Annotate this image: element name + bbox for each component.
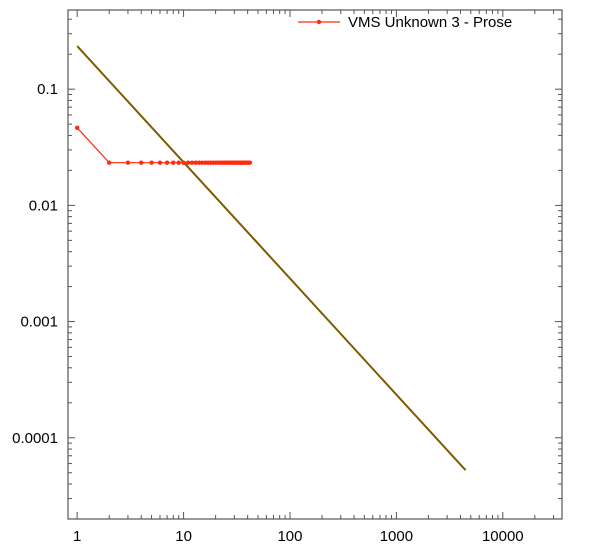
data-point (193, 160, 198, 165)
x-tick-labels: 1 10 100 1000 10000 (73, 528, 524, 545)
data-point (107, 160, 112, 165)
data-point (125, 160, 131, 165)
series-line-prose (76, 127, 250, 164)
data-point (189, 160, 195, 165)
data-point (247, 160, 253, 165)
data-point (196, 160, 202, 165)
y-tick-label: 0.1 (37, 81, 58, 98)
axis-ticks (68, 10, 562, 520)
y-tick-label: 0.001 (20, 314, 58, 331)
data-point (157, 160, 163, 165)
legend: VMS Unknown 3 - Prose (298, 14, 512, 31)
x-tick-label: 10000 (482, 528, 524, 545)
data-point (181, 160, 186, 165)
x-tick-label: 10 (175, 528, 192, 545)
data-point (176, 160, 181, 165)
y-tick-labels: 0.1 0.01 0.001 0.0001 (12, 81, 58, 447)
series-layer (74, 45, 467, 471)
data-point (149, 160, 154, 165)
y-tick-label: 0.01 (29, 197, 58, 214)
y-tick-label: 0.0001 (12, 430, 58, 447)
x-tick-label: 1000 (380, 528, 413, 545)
x-tick-label: 100 (277, 528, 302, 545)
legend-label: VMS Unknown 3 - Prose (348, 14, 512, 31)
x-tick-label: 1 (73, 528, 81, 545)
legend-marker (316, 19, 322, 25)
data-point (185, 160, 191, 165)
data-point (171, 160, 176, 165)
data-point (74, 125, 80, 131)
data-point (164, 160, 170, 165)
plot-frame (67, 9, 563, 520)
data-point (139, 160, 144, 165)
series-line-reference (76, 45, 467, 471)
